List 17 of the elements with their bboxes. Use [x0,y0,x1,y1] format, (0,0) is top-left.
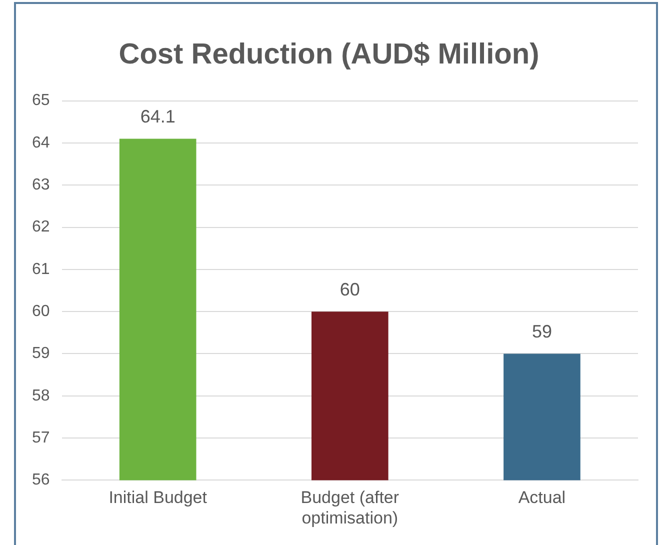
chart-title: Cost Reduction (AUD$ Million) [118,38,540,70]
x-tick-label: Initial Budget [108,488,208,508]
y-tick-label: 62 [32,218,50,236]
x-tick-label: Actual [518,488,566,508]
y-tick-label: 56 [32,472,50,489]
x-tick-label: Budget (after optimisation) [300,488,400,528]
data-label: 60 [340,280,360,300]
y-tick-label: 59 [32,345,50,362]
y-tick-label: 58 [32,387,50,404]
y-tick-label: 61 [32,260,50,278]
data-label: 64.1 [140,106,176,127]
data-label: 59 [532,322,552,342]
y-tick-label: 57 [32,429,50,446]
y-tick-label: 63 [32,176,50,194]
y-tick-label: 64 [32,134,50,152]
y-tick-label: 65 [32,92,50,110]
y-tick-label: 60 [32,302,50,320]
